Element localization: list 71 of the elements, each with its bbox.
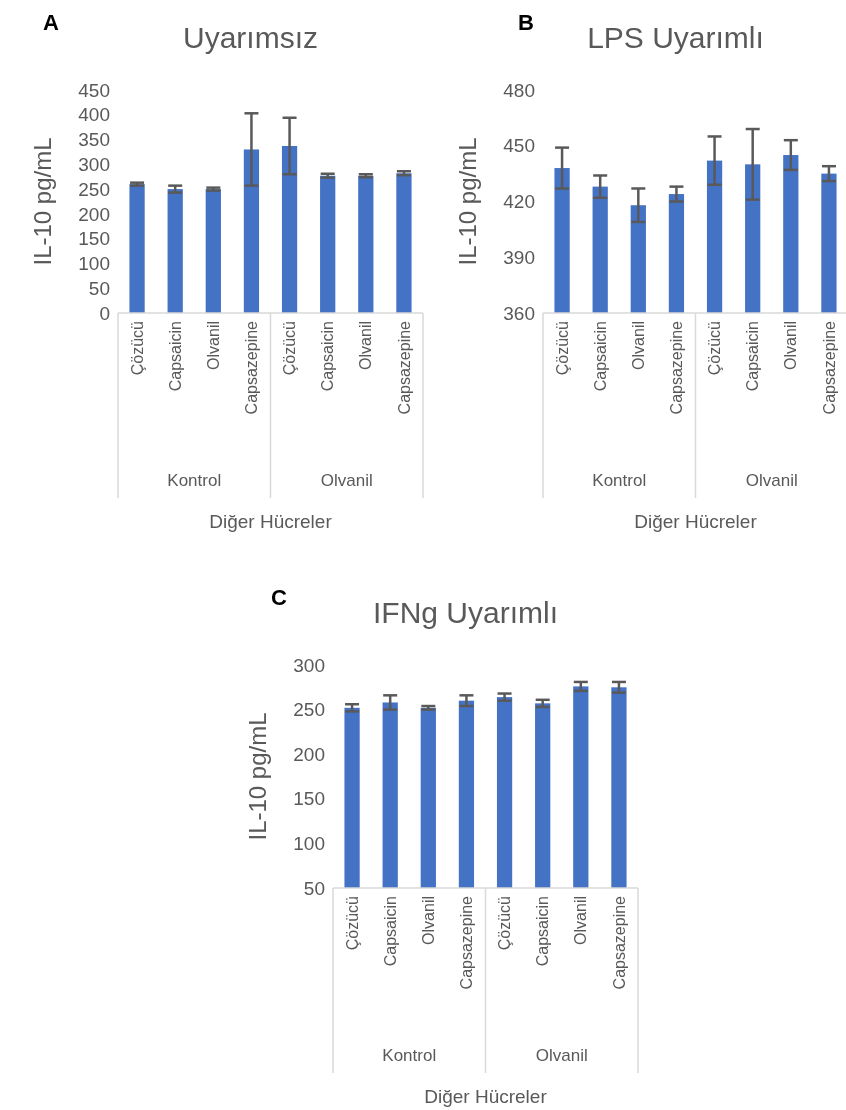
x-tick-label: Capsaicin: [319, 321, 337, 392]
y-tick-label: 250: [293, 699, 325, 721]
bar: [320, 175, 336, 313]
text: C: [271, 585, 287, 610]
x-tick-label: Çözücü: [553, 321, 571, 376]
x-tick-label: Capsazepine: [820, 320, 838, 415]
text: Kontrol: [382, 1046, 437, 1065]
text: B: [518, 10, 534, 35]
x-tick-label: Olvanil: [357, 321, 375, 370]
bar: [205, 189, 221, 313]
bar: [129, 184, 145, 313]
y-axis-title: IL-10 pg/mL: [454, 137, 481, 266]
y-tick-label: 400: [78, 104, 110, 126]
y-tick-label: 150: [78, 228, 110, 250]
y-tick-label: 250: [78, 178, 110, 200]
y-tick-label: 100: [78, 253, 110, 275]
text: A: [43, 10, 59, 35]
y-axis-title: IL-10 pg/mL: [29, 137, 56, 266]
y-tick-label: 390: [503, 246, 535, 268]
y-tick-label: 300: [78, 153, 110, 175]
x-tick-label: Olvanil: [204, 321, 222, 370]
x-tick-label: Çözücü: [706, 321, 724, 376]
y-tick-label: 200: [293, 743, 325, 765]
y-tick-label: 360: [503, 302, 535, 324]
x-tick-label: Capsaicin: [166, 321, 184, 392]
x-axis-title: Diğer Hücreler: [634, 511, 758, 532]
chart-title: Uyarımsız: [183, 21, 318, 54]
x-tick-label: Çözücü: [496, 896, 514, 951]
text: Olvanil: [320, 471, 373, 490]
x-tick-label: Olvanil: [782, 321, 800, 370]
x-tick-label: Capsazepine: [458, 895, 476, 990]
y-tick-label: 450: [78, 79, 110, 101]
y-tick-label: 350: [78, 129, 110, 151]
y-tick-label: 50: [303, 877, 325, 899]
y-tick-label: 0: [99, 302, 110, 324]
y-tick-label: 200: [78, 203, 110, 225]
y-axis-title: IL-10 pg/mL: [244, 712, 271, 841]
x-tick-label: Olvanil: [419, 896, 437, 945]
x-axis-title: Diğer Hücreler: [424, 1086, 548, 1107]
x-tick-label: Çözücü: [128, 321, 146, 376]
y-tick-label: 100: [293, 833, 325, 855]
text: Olvanil: [535, 1046, 588, 1065]
x-tick-label: Capsaicin: [744, 321, 762, 392]
bar: [243, 149, 260, 313]
y-tick-label: 150: [293, 788, 325, 810]
x-tick-label: Çözücü: [343, 896, 361, 951]
x-tick-label: Capsaicin: [381, 896, 399, 967]
chart-title: LPS Uyarımlı: [587, 21, 764, 54]
text: Kontrol: [167, 471, 222, 490]
x-axis-title: Diğer Hücreler: [209, 511, 333, 532]
x-tick-label: Capsazepine: [395, 320, 413, 415]
x-tick-label: Capsaicin: [591, 321, 609, 392]
x-tick-label: Olvanil: [572, 896, 590, 945]
bar: [167, 189, 183, 313]
y-tick-label: 300: [293, 654, 325, 676]
text: Olvanil: [745, 471, 798, 490]
bar: [396, 173, 412, 313]
x-tick-label: Olvanil: [629, 321, 647, 370]
y-tick-label: 480: [503, 79, 535, 101]
x-tick-label: Capsazepine: [610, 895, 628, 990]
x-tick-label: Capsazepine: [668, 320, 686, 415]
bar: [358, 175, 374, 313]
y-tick-label: 50: [88, 277, 110, 299]
x-tick-label: Capsaicin: [534, 896, 552, 967]
text: Kontrol: [592, 471, 647, 490]
chart-title: IFNg Uyarımlı: [372, 596, 559, 629]
y-tick-label: 420: [503, 191, 535, 213]
bar: [281, 146, 298, 313]
x-tick-label: Çözücü: [281, 321, 299, 376]
y-tick-label: 450: [503, 135, 535, 157]
x-tick-label: Capsazepine: [243, 320, 261, 415]
